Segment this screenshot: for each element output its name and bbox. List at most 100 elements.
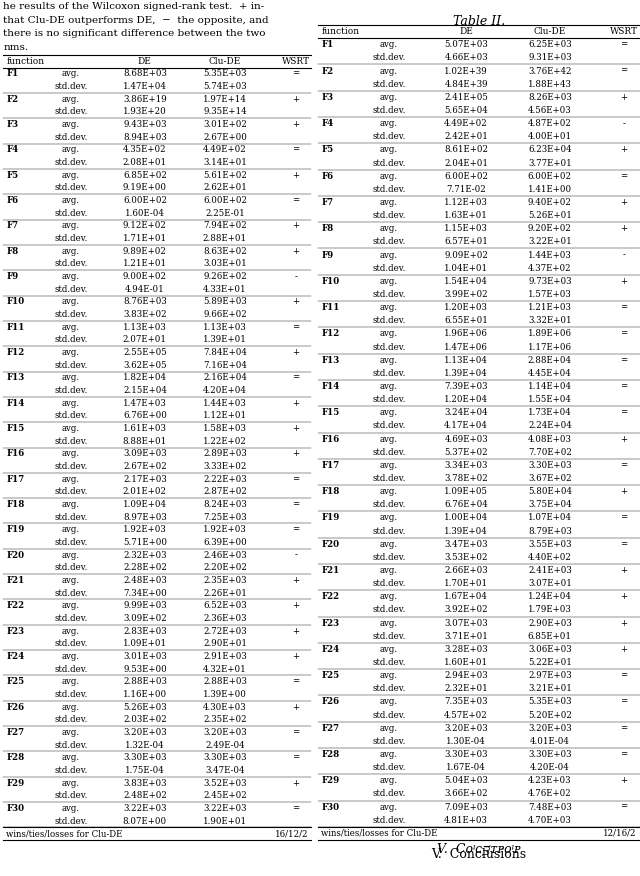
Text: =: = xyxy=(620,408,628,417)
Text: 2.32E+01: 2.32E+01 xyxy=(444,684,488,693)
Text: +: + xyxy=(292,120,300,129)
Text: =: = xyxy=(620,382,628,391)
Text: avg.: avg. xyxy=(62,297,80,307)
Text: =: = xyxy=(620,461,628,470)
Text: F5: F5 xyxy=(321,145,333,154)
Text: std.dev.: std.dev. xyxy=(372,395,406,404)
Text: 1.21E+03: 1.21E+03 xyxy=(528,303,572,312)
Text: 1.88E+43: 1.88E+43 xyxy=(528,80,572,88)
Text: +: + xyxy=(292,247,300,256)
Text: std.dev.: std.dev. xyxy=(372,132,406,141)
Text: 3.22E+03: 3.22E+03 xyxy=(123,804,166,813)
Text: function: function xyxy=(321,27,359,36)
Text: avg.: avg. xyxy=(380,461,398,470)
Text: avg.: avg. xyxy=(62,120,80,129)
Text: avg.: avg. xyxy=(62,626,80,636)
Text: 1.02E+39: 1.02E+39 xyxy=(444,67,488,75)
Text: avg.: avg. xyxy=(380,356,398,364)
Text: =: = xyxy=(292,69,300,79)
Text: Clu-DE: Clu-DE xyxy=(209,57,241,66)
Text: 3.06E+03: 3.06E+03 xyxy=(528,645,572,653)
Text: avg.: avg. xyxy=(380,776,398,786)
Text: 8.94E+03: 8.94E+03 xyxy=(123,133,167,142)
Text: =: = xyxy=(292,728,300,737)
Text: F27: F27 xyxy=(6,728,24,737)
Text: 8.24E+03: 8.24E+03 xyxy=(203,500,247,509)
Text: avg.: avg. xyxy=(62,196,80,205)
Text: 8.79E+03: 8.79E+03 xyxy=(528,526,572,535)
Text: 4.35E+02: 4.35E+02 xyxy=(123,145,166,154)
Text: F24: F24 xyxy=(321,645,339,653)
Text: F3: F3 xyxy=(321,93,333,102)
Text: 5.89E+03: 5.89E+03 xyxy=(203,297,247,307)
Text: 1.04E+01: 1.04E+01 xyxy=(444,264,488,272)
Text: 1.12E+03: 1.12E+03 xyxy=(444,198,488,207)
Text: 4.84E+39: 4.84E+39 xyxy=(444,80,488,88)
Text: F10: F10 xyxy=(321,277,339,286)
Text: 5.35E+03: 5.35E+03 xyxy=(528,697,572,706)
Text: 1.92E+03: 1.92E+03 xyxy=(203,526,247,534)
Text: avg.: avg. xyxy=(62,576,80,585)
Text: +: + xyxy=(620,277,627,286)
Text: 2.88E+03: 2.88E+03 xyxy=(203,677,247,686)
Text: avg.: avg. xyxy=(380,540,398,548)
Text: F4: F4 xyxy=(321,119,333,128)
Text: F30: F30 xyxy=(6,804,24,813)
Text: std.dev.: std.dev. xyxy=(54,234,88,243)
Text: std.dev.: std.dev. xyxy=(372,448,406,456)
Text: avg.: avg. xyxy=(380,277,398,286)
Text: 7.34E+00: 7.34E+00 xyxy=(123,589,167,597)
Text: 1.39E+00: 1.39E+00 xyxy=(203,690,247,699)
Text: F15: F15 xyxy=(6,424,24,433)
Text: 6.85E+01: 6.85E+01 xyxy=(528,632,572,640)
Text: avg.: avg. xyxy=(62,399,80,407)
Text: F12: F12 xyxy=(321,329,339,338)
Text: 7.39E+03: 7.39E+03 xyxy=(444,382,488,391)
Text: 1.09E+05: 1.09E+05 xyxy=(444,487,488,496)
Text: 5.80E+04: 5.80E+04 xyxy=(528,487,572,496)
Text: std.dev.: std.dev. xyxy=(372,763,406,773)
Text: 3.14E+01: 3.14E+01 xyxy=(203,159,247,167)
Text: =: = xyxy=(620,750,628,759)
Text: =: = xyxy=(292,475,300,484)
Text: std.dev.: std.dev. xyxy=(372,816,406,825)
Text: F29: F29 xyxy=(6,779,24,788)
Text: 6.52E+03: 6.52E+03 xyxy=(203,601,247,611)
Text: F5: F5 xyxy=(6,171,19,180)
Text: 4.45E+04: 4.45E+04 xyxy=(528,369,572,378)
Text: avg.: avg. xyxy=(380,487,398,496)
Text: 1.47E+04: 1.47E+04 xyxy=(123,82,167,91)
Text: 2.45E+02: 2.45E+02 xyxy=(203,791,247,800)
Text: F26: F26 xyxy=(321,697,339,706)
Text: 7.71E-02: 7.71E-02 xyxy=(446,185,486,194)
Text: std.dev.: std.dev. xyxy=(54,208,88,218)
Text: F7: F7 xyxy=(321,198,333,207)
Text: 2.97E+03: 2.97E+03 xyxy=(528,671,572,680)
Text: 3.83E+03: 3.83E+03 xyxy=(123,779,166,788)
Text: std.dev.: std.dev. xyxy=(54,310,88,319)
Text: 3.03E+01: 3.03E+01 xyxy=(203,259,247,268)
Text: 4.00E+01: 4.00E+01 xyxy=(528,132,572,141)
Text: 3.20E+03: 3.20E+03 xyxy=(123,728,166,737)
Text: 8.63E+02: 8.63E+02 xyxy=(203,247,247,256)
Text: avg.: avg. xyxy=(380,145,398,154)
Text: 2.66E+03: 2.66E+03 xyxy=(444,566,488,575)
Text: 8.26E+03: 8.26E+03 xyxy=(528,93,572,102)
Text: nms.: nms. xyxy=(3,43,28,53)
Text: std.dev.: std.dev. xyxy=(54,690,88,699)
Text: =: = xyxy=(620,802,628,812)
Text: F25: F25 xyxy=(6,677,24,686)
Text: 9.31E+03: 9.31E+03 xyxy=(528,53,572,62)
Text: 7.09E+03: 7.09E+03 xyxy=(444,802,488,812)
Text: +: + xyxy=(292,576,300,585)
Text: 1.54E+04: 1.54E+04 xyxy=(444,277,488,286)
Text: 4.20E+04: 4.20E+04 xyxy=(203,386,247,395)
Text: 6.00E+02: 6.00E+02 xyxy=(123,196,167,205)
Text: he results of the Wilcoxon signed-rank test.  + in-: he results of the Wilcoxon signed-rank t… xyxy=(3,2,264,11)
Text: =: = xyxy=(620,724,628,732)
Text: 2.62E+01: 2.62E+01 xyxy=(203,183,247,193)
Text: 12/16/2: 12/16/2 xyxy=(604,829,637,838)
Text: 1.71E+01: 1.71E+01 xyxy=(123,234,167,243)
Text: 6.76E+00: 6.76E+00 xyxy=(123,412,167,420)
Text: 9.35E+14: 9.35E+14 xyxy=(203,108,247,117)
